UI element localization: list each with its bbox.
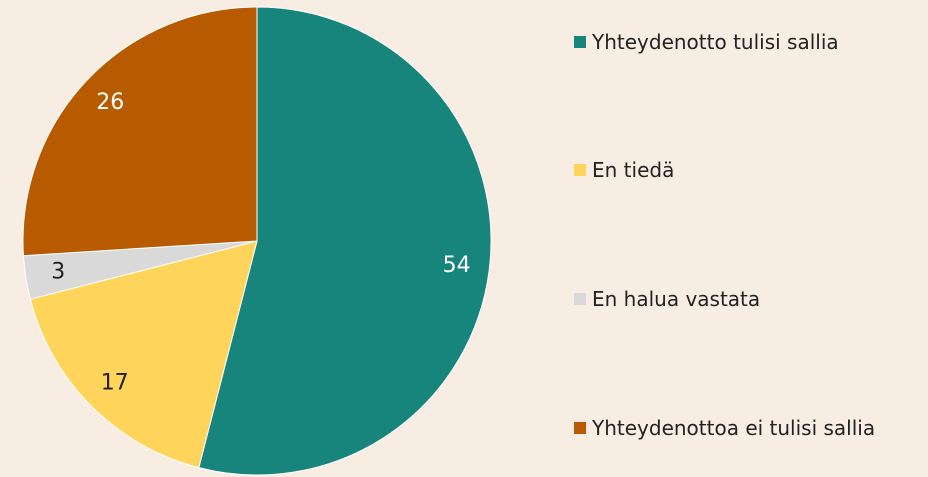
legend-item: Yhteydenottoa ei tulisi sallia bbox=[574, 416, 904, 440]
legend-swatch bbox=[574, 36, 586, 48]
legend-swatch bbox=[574, 293, 586, 305]
legend-item: Yhteydenotto tulisi sallia bbox=[574, 30, 904, 54]
legend-item: En halua vastata bbox=[574, 287, 904, 311]
legend-label: Yhteydenottoa ei tulisi sallia bbox=[592, 416, 876, 440]
pie-slice bbox=[22, 6, 258, 257]
pie-slice bbox=[198, 6, 492, 476]
pie-slice bbox=[29, 240, 258, 469]
data-label: 54 bbox=[443, 253, 471, 278]
legend-swatch bbox=[574, 164, 586, 176]
data-label: 3 bbox=[51, 259, 65, 284]
legend-swatch bbox=[574, 422, 586, 434]
data-label: 17 bbox=[101, 370, 129, 395]
legend-item: En tiedä bbox=[574, 158, 904, 182]
chart: 54 17 3 26 bbox=[22, 6, 492, 476]
legend-label: En tiedä bbox=[592, 158, 675, 182]
legend-label: En halua vastata bbox=[592, 287, 761, 311]
legend-label: Yhteydenotto tulisi sallia bbox=[592, 30, 839, 54]
data-label: 26 bbox=[96, 90, 124, 115]
